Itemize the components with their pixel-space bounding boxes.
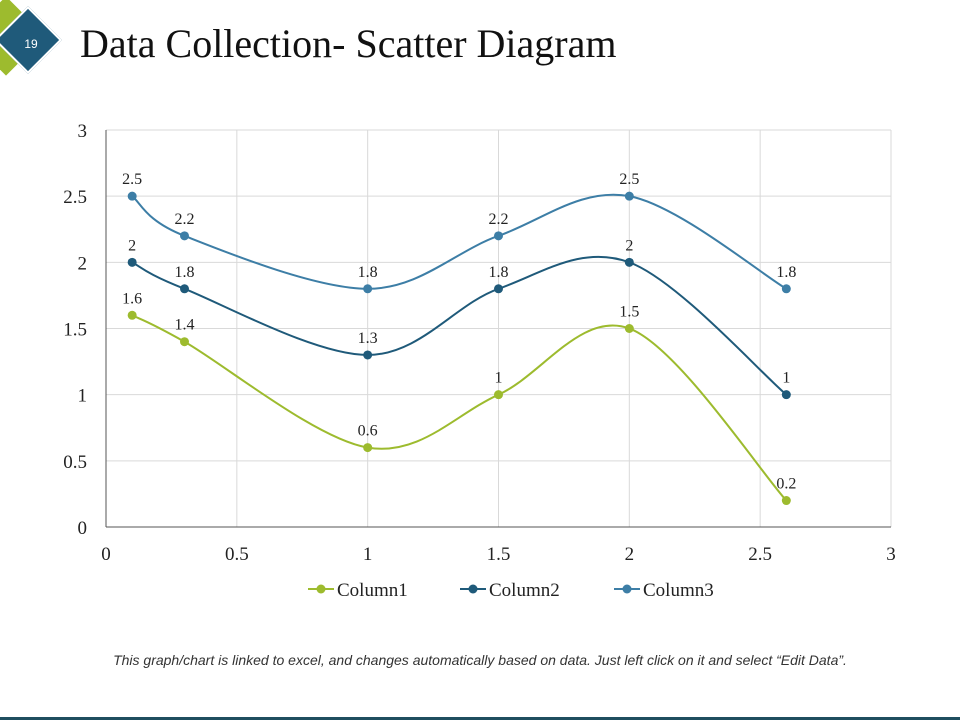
x-tick-label: 1 [363, 544, 373, 565]
data-label-column1: 1.4 [175, 317, 195, 334]
data-label-column3: 2.2 [175, 211, 195, 228]
data-point-column1[interactable] [494, 390, 503, 400]
data-label-column3: 2.5 [122, 171, 142, 188]
data-point-column2[interactable] [494, 284, 503, 294]
series-line-column2 [131, 255, 787, 396]
data-label-column3: 1.8 [776, 264, 796, 281]
series-line-column3 [131, 193, 787, 290]
data-point-column1[interactable] [127, 310, 137, 320]
data-label-column2: 1 [782, 370, 790, 387]
data-label-column1: 1.6 [122, 290, 142, 307]
scatter-chart[interactable]: 0 0.5 1 1.5 2 2.5 3 0 0.5 1 1.5 2 2.5 3 1.6 1.4 0.6 1 1.5 0… [0, 0, 960, 640]
data-label-column3: 2.2 [489, 211, 509, 228]
legend-label-column3: Column3 [643, 580, 714, 601]
data-label-column1: 0.6 [358, 423, 378, 440]
y-tick-label: 1 [78, 386, 88, 407]
x-tick-label: 2.5 [748, 544, 772, 565]
data-point-column3[interactable] [781, 284, 791, 294]
data-label-column1: 1 [495, 370, 503, 387]
x-tick-label: 1.5 [487, 544, 511, 565]
data-label-column3: 2.5 [619, 171, 639, 188]
page-title: Data Collection- Scatter Diagram [80, 21, 617, 66]
data-point-column3[interactable] [494, 231, 503, 241]
data-label-column1: 0.2 [776, 476, 796, 493]
data-point-column3[interactable] [180, 231, 189, 241]
y-tick-label: 0 [78, 518, 88, 539]
data-label-column2: 2 [128, 237, 136, 254]
data-point-column1[interactable] [624, 324, 634, 333]
x-tick-label: 2 [625, 544, 635, 565]
data-point-column3[interactable] [127, 191, 137, 201]
data-label-column2: 1.8 [175, 264, 195, 281]
y-tick-label: 2.5 [63, 187, 87, 208]
x-tick-label: 0.5 [225, 544, 249, 565]
data-point-column2[interactable] [781, 390, 791, 400]
legend-marker-column1 [316, 584, 326, 594]
legend-label-column1: Column1 [337, 580, 408, 601]
data-point-column2[interactable] [363, 350, 373, 360]
data-point-column3[interactable] [363, 284, 373, 294]
y-tick-label: 3 [78, 121, 88, 142]
x-tick-label: 3 [886, 544, 896, 565]
data-point-column1[interactable] [363, 443, 373, 453]
data-point-column1[interactable] [180, 337, 189, 347]
data-point-column2[interactable] [127, 257, 137, 267]
data-label-column2: 1.3 [358, 330, 378, 347]
data-point-column2[interactable] [180, 284, 189, 294]
x-tick-label: 0 [101, 544, 111, 565]
y-tick-label: 2 [78, 253, 88, 274]
slide-number: 19 [24, 37, 38, 51]
legend-marker-column3 [622, 584, 632, 594]
data-point-column3[interactable] [624, 191, 634, 201]
data-point-column1[interactable] [781, 496, 791, 506]
data-label-column2: 1.8 [489, 264, 509, 281]
series-line-column1 [131, 314, 788, 502]
footnote: This graph/chart is linked to excel, and… [113, 652, 847, 668]
legend-label-column2: Column2 [489, 580, 560, 601]
data-label-column3: 1.8 [358, 264, 378, 281]
data-label-column1: 1.5 [619, 304, 639, 321]
y-tick-label: 1.5 [63, 320, 87, 341]
data-label-column2: 2 [625, 237, 633, 254]
y-tick-label: 0.5 [63, 452, 87, 473]
legend-marker-column2 [468, 584, 478, 594]
bottom-divider [0, 717, 960, 720]
data-point-column2[interactable] [624, 257, 634, 267]
